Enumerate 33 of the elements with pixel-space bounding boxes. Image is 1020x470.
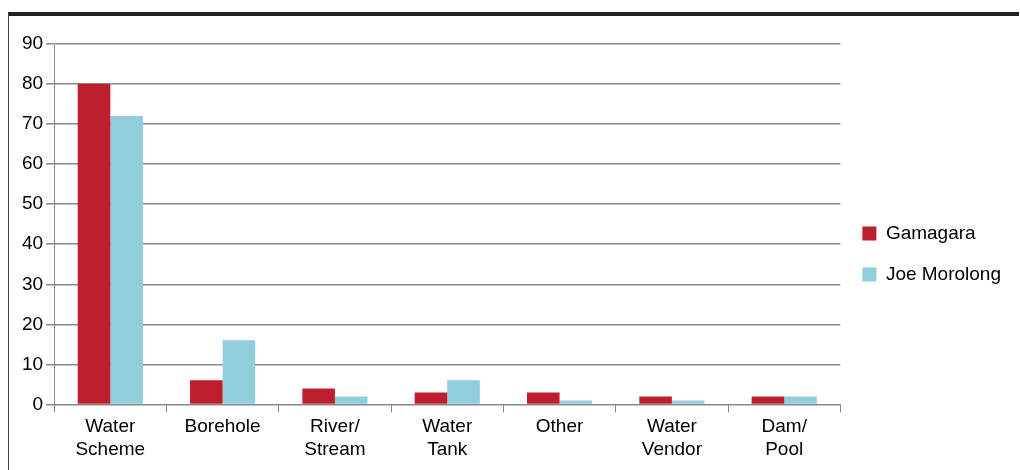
x-tick-label: Borehole xyxy=(184,415,261,437)
y-tick-label: 80 xyxy=(21,72,44,94)
bar xyxy=(414,392,448,404)
legend-label: Joe Morolong xyxy=(885,262,1001,284)
y-tick-label: 30 xyxy=(21,272,44,294)
x-tick-label: River/Stream xyxy=(304,415,366,459)
y-tick-label: 90 xyxy=(21,32,44,54)
y-tick-label: 40 xyxy=(21,232,44,254)
bar xyxy=(784,396,817,404)
bar xyxy=(639,396,672,404)
bar xyxy=(302,388,335,404)
x-tick-label: Water Vendor xyxy=(641,415,703,459)
bar xyxy=(559,400,593,404)
legend-label: Gamagara xyxy=(885,221,977,243)
bar xyxy=(190,380,223,404)
y-tick-label: 10 xyxy=(21,352,44,374)
x-tick-label: Other xyxy=(535,415,584,437)
y-tick-label: 0 xyxy=(32,392,44,414)
y-tick-label: 20 xyxy=(21,312,44,334)
bar xyxy=(334,396,368,404)
bar xyxy=(527,392,560,404)
bar xyxy=(222,340,256,404)
x-tick-label: Water Tank xyxy=(422,415,473,459)
x-tick-label: Water Scheme xyxy=(75,415,146,459)
bar xyxy=(447,380,480,404)
bar xyxy=(751,396,785,404)
bar xyxy=(671,400,705,404)
y-tick-label: 60 xyxy=(21,152,44,174)
bar xyxy=(110,116,143,404)
y-tick-label: 50 xyxy=(21,192,44,214)
bar xyxy=(77,84,111,404)
y-tick-label: 70 xyxy=(21,112,44,134)
x-tick-label: Dam/Pool xyxy=(761,415,808,459)
